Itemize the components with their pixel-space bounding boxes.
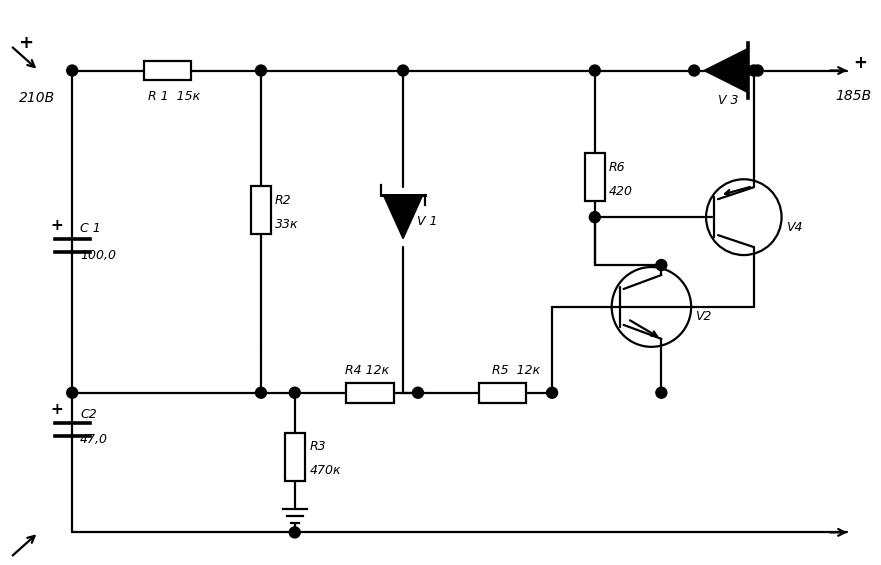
Text: V4: V4 bbox=[786, 221, 802, 234]
Circle shape bbox=[752, 65, 763, 76]
Circle shape bbox=[255, 387, 266, 398]
Text: R4 12к: R4 12к bbox=[345, 364, 389, 377]
Bar bbox=[285, 433, 305, 480]
Text: 100,0: 100,0 bbox=[80, 249, 116, 262]
Text: 185В: 185В bbox=[835, 89, 871, 103]
Bar bbox=[585, 153, 604, 201]
Circle shape bbox=[67, 387, 78, 398]
Circle shape bbox=[655, 259, 667, 271]
Text: C 1: C 1 bbox=[80, 221, 101, 234]
Text: 470к: 470к bbox=[309, 464, 341, 477]
Circle shape bbox=[67, 65, 78, 76]
Circle shape bbox=[689, 65, 700, 76]
Text: +: + bbox=[19, 33, 33, 51]
Text: V2: V2 bbox=[695, 310, 712, 323]
Text: +: + bbox=[50, 402, 63, 417]
Circle shape bbox=[546, 387, 558, 398]
Text: 47,0: 47,0 bbox=[80, 433, 108, 446]
Text: R3: R3 bbox=[309, 440, 326, 453]
Circle shape bbox=[589, 212, 600, 223]
Circle shape bbox=[412, 387, 424, 398]
Text: +: + bbox=[853, 54, 867, 72]
Text: R 1  15к: R 1 15к bbox=[148, 90, 200, 103]
Circle shape bbox=[589, 65, 600, 76]
Bar bbox=[478, 383, 526, 403]
Circle shape bbox=[255, 65, 266, 76]
Text: C2: C2 bbox=[80, 408, 97, 421]
Text: R2: R2 bbox=[275, 194, 292, 207]
Circle shape bbox=[397, 65, 409, 76]
Polygon shape bbox=[704, 49, 748, 93]
Text: V 3: V 3 bbox=[718, 94, 738, 107]
Text: 33к: 33к bbox=[275, 218, 299, 231]
Circle shape bbox=[289, 527, 300, 538]
Text: V 1: V 1 bbox=[417, 215, 438, 228]
Text: R6: R6 bbox=[609, 161, 626, 174]
Circle shape bbox=[289, 387, 300, 398]
Circle shape bbox=[655, 387, 667, 398]
Text: 420: 420 bbox=[609, 185, 633, 198]
Bar bbox=[346, 383, 394, 403]
Text: +: + bbox=[50, 218, 63, 233]
Bar bbox=[144, 60, 191, 80]
Bar bbox=[251, 186, 271, 234]
Text: 210В: 210В bbox=[19, 92, 55, 106]
Polygon shape bbox=[383, 195, 423, 238]
Circle shape bbox=[748, 65, 759, 76]
Text: R5  12к: R5 12к bbox=[492, 364, 541, 377]
